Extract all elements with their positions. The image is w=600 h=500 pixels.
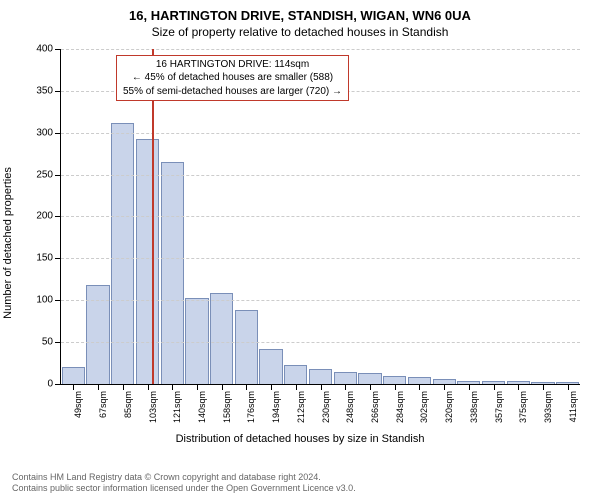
- grid-line: [61, 258, 580, 259]
- y-tick-label: 150: [36, 253, 61, 264]
- x-tick-label: 411sqm: [568, 391, 578, 422]
- y-tick-label: 0: [47, 378, 61, 389]
- x-tick-label: 338sqm: [469, 391, 479, 423]
- x-tick: [370, 384, 371, 390]
- x-tick-label: 393sqm: [543, 391, 553, 423]
- chart-subtitle: Size of property relative to detached ho…: [12, 25, 588, 39]
- grid-line: [61, 49, 580, 50]
- y-tick-label: 50: [42, 337, 61, 348]
- x-tick-label: 176sqm: [246, 391, 256, 423]
- x-tick: [494, 384, 495, 390]
- x-tick-label: 194sqm: [271, 391, 281, 423]
- x-tick: [246, 384, 247, 390]
- x-tick: [296, 384, 297, 390]
- info-box: 16 HARTINGTON DRIVE: 114sqm ← 45% of det…: [116, 55, 349, 102]
- bar: [185, 298, 208, 384]
- y-tick-label: 200: [36, 211, 61, 222]
- x-tick-label: 230sqm: [321, 391, 331, 423]
- x-tick-label: 375sqm: [518, 391, 528, 423]
- x-tick: [419, 384, 420, 390]
- x-tick: [197, 384, 198, 390]
- y-tick-label: 250: [36, 169, 61, 180]
- y-tick-label: 300: [36, 127, 61, 138]
- bar: [284, 365, 307, 383]
- x-tick: [73, 384, 74, 390]
- grid-line: [61, 300, 580, 301]
- grid-line: [61, 342, 580, 343]
- attribution: Contains HM Land Registry data © Crown c…: [12, 472, 356, 495]
- grid-line: [61, 133, 580, 134]
- x-tick-label: 158sqm: [222, 391, 232, 423]
- x-tick: [444, 384, 445, 390]
- x-tick-label: 357sqm: [494, 391, 504, 423]
- y-tick-label: 100: [36, 295, 61, 306]
- x-tick-label: 320sqm: [444, 391, 454, 423]
- attribution-line-2: Contains public sector information licen…: [12, 483, 356, 494]
- x-tick-label: 284sqm: [395, 391, 405, 423]
- x-tick: [172, 384, 173, 390]
- x-tick-label: 140sqm: [197, 391, 207, 423]
- x-tick: [345, 384, 346, 390]
- x-tick: [98, 384, 99, 390]
- x-tick-label: 85sqm: [123, 391, 133, 418]
- grid-line: [61, 216, 580, 217]
- x-tick-label: 248sqm: [345, 391, 355, 423]
- x-tick-label: 103sqm: [148, 391, 158, 423]
- x-tick-label: 67sqm: [98, 391, 108, 418]
- x-tick-label: 266sqm: [370, 391, 380, 423]
- x-tick: [321, 384, 322, 390]
- bar: [358, 373, 381, 384]
- bar: [309, 369, 332, 384]
- y-tick-label: 350: [36, 85, 61, 96]
- info-line-1: 16 HARTINGTON DRIVE: 114sqm: [123, 58, 342, 72]
- x-tick-label: 121sqm: [172, 391, 182, 423]
- x-axis-label: Distribution of detached houses by size …: [12, 433, 588, 445]
- x-tick: [469, 384, 470, 390]
- x-tick: [271, 384, 272, 390]
- bar: [383, 376, 406, 384]
- grid-line: [61, 175, 580, 176]
- y-axis-label: Number of detached properties: [2, 167, 14, 319]
- bar: [259, 349, 282, 384]
- bar: [235, 310, 258, 384]
- x-tick: [222, 384, 223, 390]
- info-line-3: 55% of semi-detached houses are larger (…: [123, 85, 342, 99]
- chart-title: 16, HARTINGTON DRIVE, STANDISH, WIGAN, W…: [12, 8, 588, 25]
- x-tick: [518, 384, 519, 390]
- plot-area: 49sqm67sqm85sqm103sqm121sqm140sqm158sqm1…: [60, 49, 580, 385]
- x-tick: [543, 384, 544, 390]
- bar: [210, 293, 233, 383]
- y-tick-label: 400: [36, 43, 61, 54]
- bar: [334, 372, 357, 384]
- attribution-line-1: Contains HM Land Registry data © Crown c…: [12, 472, 356, 483]
- x-tick-label: 212sqm: [296, 391, 306, 423]
- x-tick: [123, 384, 124, 390]
- bar: [62, 367, 85, 384]
- chart-frame: Number of detached properties 49sqm67sqm…: [12, 43, 588, 443]
- x-tick: [395, 384, 396, 390]
- chart-container: 16, HARTINGTON DRIVE, STANDISH, WIGAN, W…: [0, 0, 600, 500]
- bar: [111, 123, 134, 384]
- info-line-2: ← 45% of detached houses are smaller (58…: [123, 71, 342, 85]
- x-tick: [568, 384, 569, 390]
- x-tick-label: 49sqm: [73, 391, 83, 418]
- x-tick: [148, 384, 149, 390]
- bar: [161, 162, 184, 384]
- x-tick-label: 302sqm: [419, 391, 429, 423]
- bar: [408, 377, 431, 384]
